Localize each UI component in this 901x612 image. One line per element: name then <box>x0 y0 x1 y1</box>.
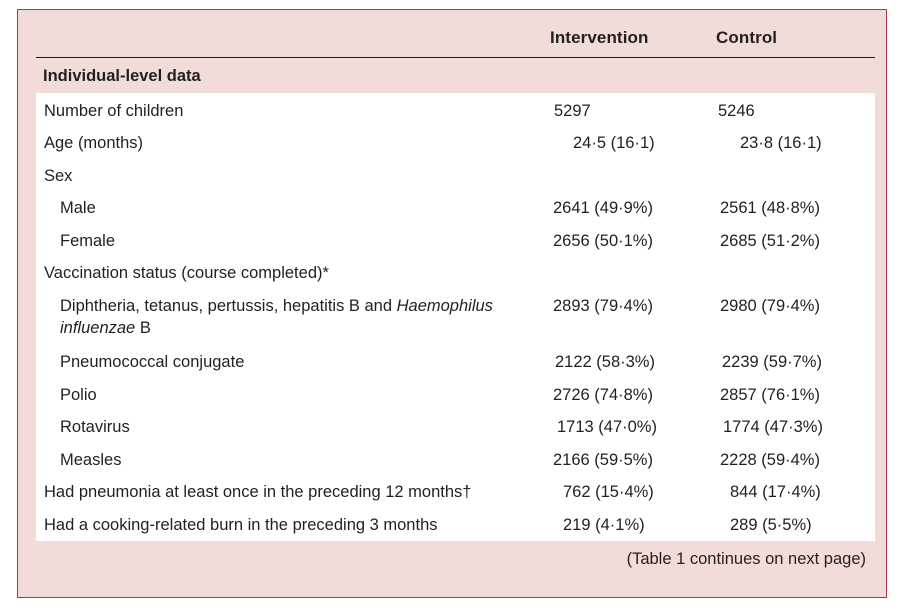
control-value: 844 (17·4%) <box>730 483 821 501</box>
row-label: Rotavirus <box>60 418 130 436</box>
row-label: Vaccination status (course completed)* <box>44 264 329 282</box>
row-label: Measles <box>60 451 122 469</box>
intervention-value: 24·5 (16·1) <box>573 134 655 152</box>
intervention-value: 2166 (59·5%) <box>553 451 653 469</box>
section-title: Individual-level data <box>43 67 201 85</box>
row-label: Age (months) <box>44 134 144 152</box>
column-header-intervention: Intervention <box>550 28 649 47</box>
intervention-value: 2726 (74·8%) <box>553 386 653 404</box>
control-value: 289 (5·5%) <box>730 516 812 534</box>
row-label-suffix: B <box>135 319 151 337</box>
table-header: Intervention Control <box>36 10 875 58</box>
intervention-value: 5297 <box>554 102 591 120</box>
control-value: 23·8 (16·1) <box>740 134 822 152</box>
row-label: Polio <box>60 386 97 404</box>
row-label: Sex <box>44 167 73 185</box>
control-value: 1774 (47·3%) <box>723 418 823 436</box>
row-label: Diphtheria, tetanus, pertussis, hepatiti… <box>60 295 530 339</box>
row-label-text: Diphtheria, tetanus, pertussis, hepatiti… <box>60 297 397 315</box>
intervention-value: 219 (4·1%) <box>563 516 645 534</box>
control-value: 5246 <box>718 102 755 120</box>
table-panel: Intervention Control Individual-level da… <box>17 9 887 598</box>
intervention-value: 1713 (47·0%) <box>557 418 657 436</box>
control-value: 2239 (59·7%) <box>722 353 822 371</box>
table-body: Number of children 5297 5246 Age (months… <box>36 93 875 541</box>
column-header-control: Control <box>716 28 778 47</box>
row-label: Had a cooking-related burn in the preced… <box>44 516 438 534</box>
table: Intervention Control Individual-level da… <box>36 10 875 597</box>
table-continuation-note: (Table 1 continues on next page) <box>626 550 866 568</box>
control-value: 2980 (79·4%) <box>720 297 820 315</box>
control-value: 2857 (76·1%) <box>720 386 820 404</box>
row-label-italic: Haemophilus influenzae <box>60 297 493 337</box>
row-label: Number of children <box>44 102 184 120</box>
row-label: Male <box>60 199 96 217</box>
control-value: 2685 (51·2%) <box>720 232 820 250</box>
control-value: 2561 (48·8%) <box>720 199 820 217</box>
intervention-value: 2122 (58·3%) <box>555 353 655 371</box>
intervention-value: 762 (15·4%) <box>563 483 654 501</box>
row-label: Pneumococcal conjugate <box>60 353 245 371</box>
row-label: Had pneumonia at least once in the prece… <box>44 483 472 501</box>
control-value: 2228 (59·4%) <box>720 451 820 469</box>
intervention-value: 2893 (79·4%) <box>553 297 653 315</box>
intervention-value: 2656 (50·1%) <box>553 232 653 250</box>
intervention-value: 2641 (49·9%) <box>553 199 653 217</box>
row-label: Female <box>60 232 116 250</box>
